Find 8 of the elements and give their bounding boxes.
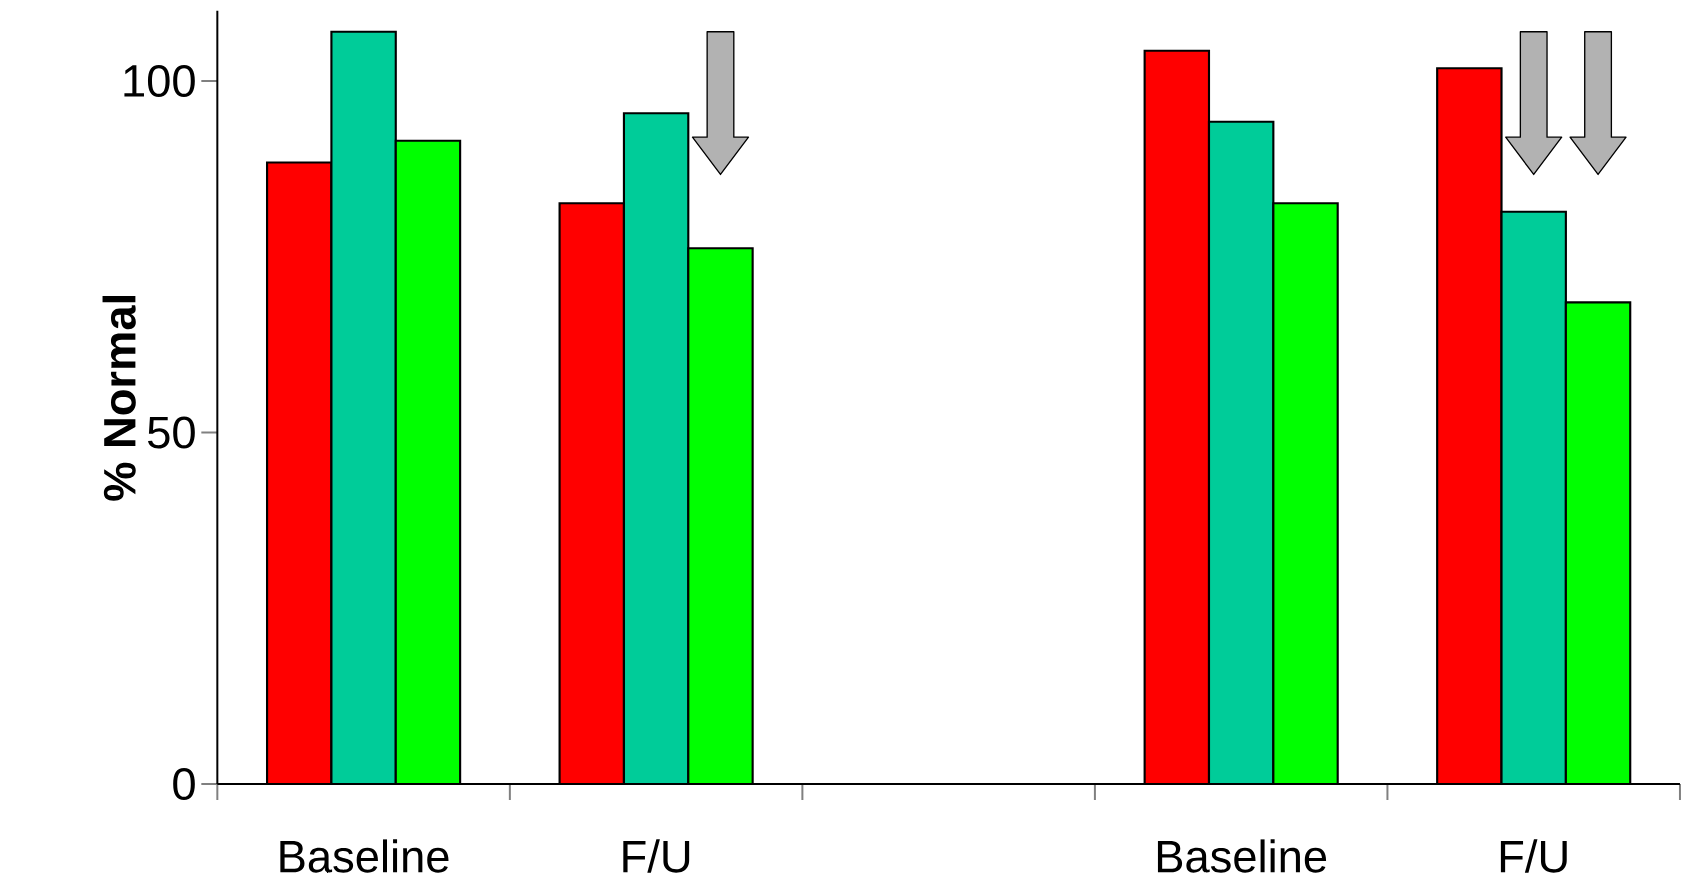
x-tick-label: Baseline	[1157, 839, 1327, 873]
y-axis-title: % Normal	[102, 296, 136, 501]
x-tick-label: Baseline	[280, 839, 449, 873]
x-tick-label: F/U	[1500, 839, 1567, 873]
y-tick-label: 0	[173, 767, 195, 801]
y-tick-label: 100	[124, 64, 195, 98]
y-tick-label: 50	[148, 416, 195, 449]
x-tick-label: F/U	[623, 839, 690, 873]
